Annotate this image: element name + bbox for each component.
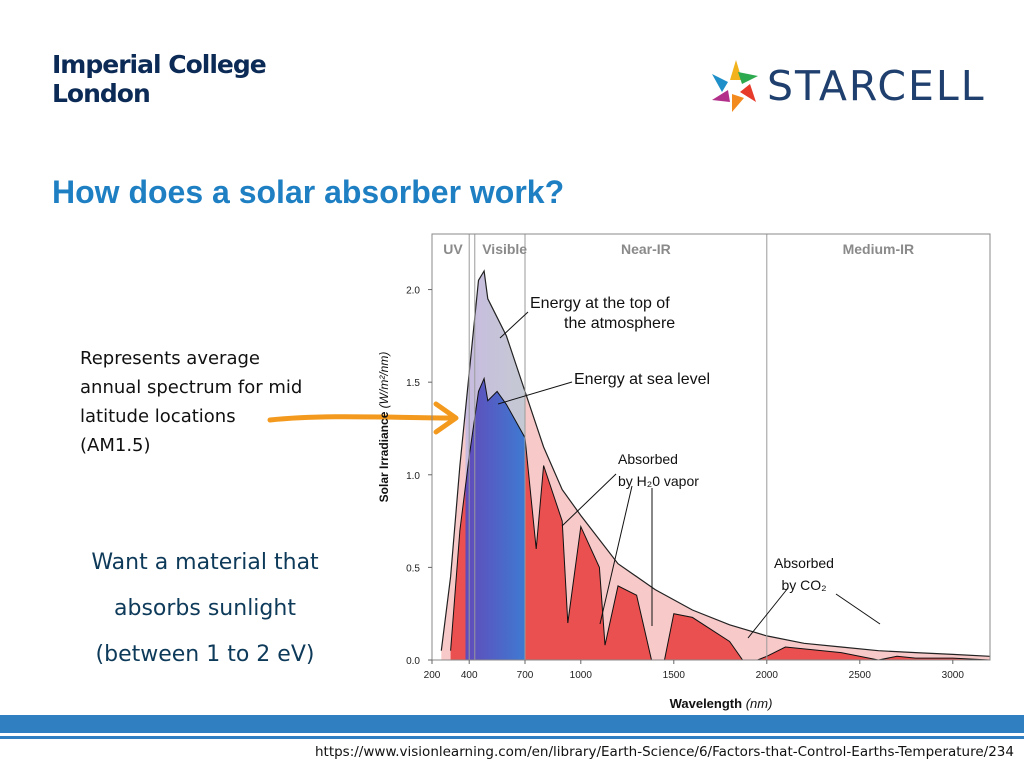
starcell-wordmark: STARCELL	[767, 62, 986, 110]
x-tick-label: 2000	[756, 670, 779, 681]
note-line: (AM1.5)	[80, 435, 151, 456]
note-line: Represents average	[80, 348, 260, 369]
x-tick-label: 3000	[942, 670, 965, 681]
starcell-star-icon	[712, 60, 758, 112]
y-tick-label: 0.0	[406, 656, 420, 667]
x-tick-label: 400	[461, 670, 478, 681]
plot-frame	[431, 233, 991, 661]
y-tick-label: 1.0	[406, 471, 420, 482]
annotation-leader	[497, 381, 573, 405]
region-label: UV	[443, 241, 463, 257]
y-axis-label: Solar Irradiance (W/m²/nm)	[377, 352, 391, 503]
note-line: latitude locations	[80, 406, 236, 427]
want-line: (between 1 to 2 eV)	[95, 642, 315, 667]
sea-level-visible-area	[465, 378, 526, 660]
annotation-text: Absorbed	[618, 451, 678, 467]
solar-spectrum-chart: UV Visible Near-IR Medium-IR 200 400 700 1000 15…	[377, 233, 991, 711]
y-tick-label: 2.0	[406, 286, 420, 297]
series-line-top	[440, 269, 990, 657]
x-tick-label: 2500	[849, 670, 872, 681]
region-label: Medium-IR	[843, 241, 915, 257]
series-line-sea	[450, 376, 990, 660]
slide-title: How does a solar absorber work?	[52, 174, 565, 210]
logo-line-1: Imperial College	[52, 50, 267, 79]
footer-line	[0, 736, 1024, 739]
imperial-college-logo: Imperial College London	[52, 50, 267, 108]
want-line: Want a material that	[91, 550, 319, 575]
region-label: Near-IR	[621, 241, 671, 257]
x-tick-label: 1500	[663, 670, 686, 681]
annotation-text: Energy at the top of	[530, 295, 670, 312]
source-url: https://www.visionlearning.com/en/librar…	[314, 744, 1014, 760]
x-tick-label: 200	[424, 670, 441, 681]
annotation-text: Absorbed	[774, 555, 834, 571]
annotation-leader	[599, 485, 633, 625]
annotation-text: the atmosphere	[564, 315, 675, 332]
x-tick-label: 1000	[570, 670, 593, 681]
annotation-leader	[835, 593, 881, 625]
annotation-text: by H₂0 vapor	[618, 473, 699, 489]
note-line: annual spectrum for mid	[80, 377, 303, 398]
y-tick-label: 0.5	[406, 563, 420, 574]
annotation-leader	[747, 587, 789, 639]
annotation-leader	[499, 311, 529, 339]
annotation-text: Energy at sea level	[574, 371, 710, 388]
x-tick-label: 700	[517, 670, 534, 681]
x-axis-label: Wavelength (nm)	[670, 696, 773, 711]
annotation-leader	[561, 473, 617, 527]
sea-level-area	[450, 378, 990, 660]
want-line: absorbs sunlight	[114, 596, 296, 621]
annotation-text: by CO₂	[781, 577, 826, 593]
y-tick-label: 1.5	[406, 378, 420, 389]
orange-arrow-icon	[267, 401, 459, 435]
am15-note: Represents average annual spectrum for m…	[80, 344, 302, 460]
footer-bar	[0, 715, 1024, 733]
want-material-text: Want a material that absorbs sunlight (b…	[40, 540, 370, 678]
logo-line-2: London	[52, 79, 151, 108]
region-label: Visible	[482, 241, 527, 257]
